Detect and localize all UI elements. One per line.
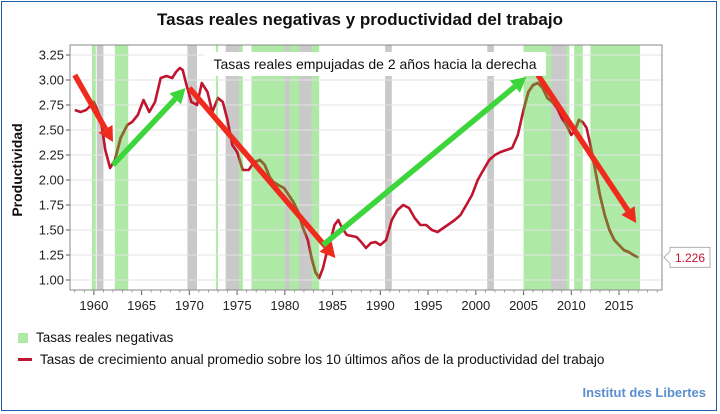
negative-rates-swatch bbox=[18, 332, 28, 343]
plot-area-border bbox=[69, 44, 663, 291]
x-tick-label: 2010 bbox=[557, 298, 586, 313]
legend-productivity-label: Tasas de crecimiento anual promedio sobr… bbox=[40, 352, 605, 367]
y-tick-label: 1.00 bbox=[39, 273, 64, 288]
negative-rate-band bbox=[216, 45, 218, 290]
negative-rate-band bbox=[309, 45, 320, 290]
y-tick-label: 3.25 bbox=[39, 48, 64, 63]
negative-rate-band bbox=[114, 45, 129, 290]
x-tick-label: 1960 bbox=[79, 298, 108, 313]
arrow-rise-1962-1969 bbox=[110, 97, 178, 167]
y-tick-label: 2.50 bbox=[39, 123, 64, 138]
annotation-text: Tasas reales empujadas de 2 años hacia l… bbox=[214, 56, 537, 72]
arrow-rise-1962-1969-head bbox=[169, 88, 186, 105]
y-tick-label: 3.00 bbox=[39, 73, 64, 88]
x-tick-label: 1970 bbox=[175, 298, 204, 313]
recession-band bbox=[551, 45, 567, 290]
recession-band bbox=[96, 45, 104, 290]
x-tick-label: 2005 bbox=[509, 298, 538, 313]
arrow-decline-1958-1962-head bbox=[98, 125, 113, 142]
recession-band bbox=[385, 45, 392, 290]
legend-negative-rates-label: Tasas reales negativas bbox=[36, 330, 174, 345]
y-tick-label: 1.25 bbox=[39, 248, 64, 263]
x-tick-label: 1985 bbox=[318, 298, 347, 313]
legend-productivity: Tasas de crecimiento anual promedio sobr… bbox=[18, 352, 604, 367]
arrow-decline-1970-1985-head bbox=[319, 241, 336, 258]
recession-band bbox=[187, 45, 197, 290]
annotation-box bbox=[204, 52, 546, 76]
x-tick-label: 2015 bbox=[605, 298, 634, 313]
arrow-rise-1984-2005 bbox=[321, 84, 517, 248]
x-tick-label: 1980 bbox=[270, 298, 299, 313]
arrow-decline-2006-2017-head bbox=[621, 206, 637, 223]
x-tick-label: 1990 bbox=[366, 298, 395, 313]
x-tick-label: 1995 bbox=[414, 298, 443, 313]
x-tick-label: 1965 bbox=[127, 298, 156, 313]
negative-rate-band bbox=[574, 45, 583, 290]
arrow-decline-2006-2017 bbox=[535, 73, 631, 213]
y-tick-label: 2.00 bbox=[39, 173, 64, 188]
y-tick-label: 2.25 bbox=[39, 148, 64, 163]
chart-title: Tasas reales negativas y productividad d… bbox=[157, 10, 563, 29]
y-tick-label: 1.50 bbox=[39, 223, 64, 238]
y-tick-label: 2.75 bbox=[39, 98, 64, 113]
negative-rate-band bbox=[523, 45, 555, 290]
recession-band bbox=[284, 45, 290, 290]
y-tick-label: 1.75 bbox=[39, 198, 64, 213]
recession-band bbox=[487, 45, 494, 290]
x-tick-label: 1975 bbox=[223, 298, 252, 313]
arrow-rise-1984-2005-head bbox=[509, 77, 527, 93]
negative-rate-band bbox=[91, 45, 96, 290]
arrow-decline-1970-1985 bbox=[187, 86, 328, 249]
legend-negative-rates: Tasas reales negativas bbox=[18, 330, 173, 345]
y-axis-label: Productividad bbox=[9, 123, 25, 216]
productivity-swatch bbox=[18, 358, 32, 361]
arrow-decline-1958-1962 bbox=[72, 73, 108, 131]
x-tick-label: 2000 bbox=[461, 298, 490, 313]
source-credit: Institut des Libertes bbox=[582, 385, 706, 400]
last-value-callout bbox=[663, 246, 711, 268]
last-value-label: 1.226 bbox=[675, 251, 705, 265]
recession-band bbox=[225, 45, 240, 290]
